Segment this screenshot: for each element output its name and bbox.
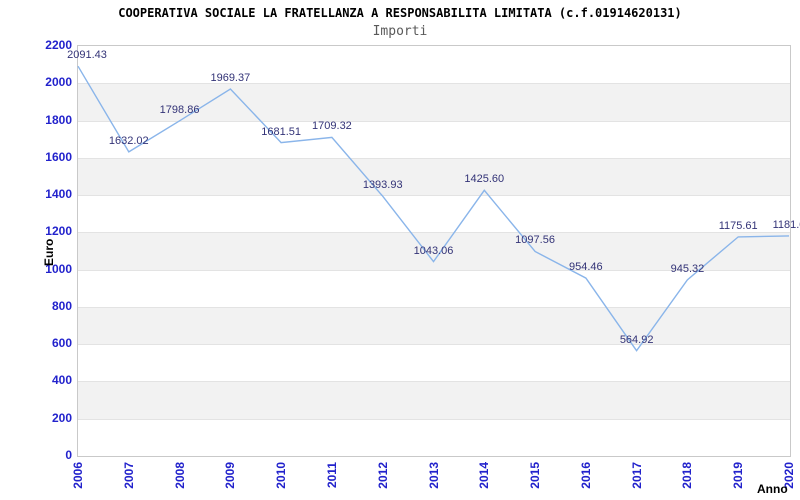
gridline [78, 307, 790, 308]
point-value-label: 1393.93 [362, 179, 403, 192]
gridline [78, 83, 790, 84]
point-value-label: 945.32 [670, 262, 705, 275]
x-tick-label: 2018 [680, 462, 695, 489]
plot-band [78, 381, 790, 419]
x-tick-label: 2007 [121, 462, 136, 489]
plot-area: 2091.43 1632.02 1798.86 1969.37 1681.51 1709.… [67, 45, 800, 457]
y-tick-label: 600 [51, 336, 72, 351]
gridline [78, 232, 790, 233]
x-tick-label: 2009 [223, 462, 238, 489]
gridline [78, 419, 790, 420]
series-line [77, 65, 790, 352]
point-value-label: 954.46 [569, 261, 603, 274]
line-chart-svg [77, 65, 790, 352]
y-tick-label: 1000 [45, 261, 72, 276]
point-value-label: 1097.56 [515, 234, 555, 247]
x-tick-label: 2012 [375, 462, 390, 489]
y-tick-label: 800 [51, 298, 72, 313]
point-value-label: 1043.06 [413, 244, 454, 257]
gridline [78, 195, 790, 196]
x-tick-label: 2008 [172, 462, 187, 489]
point-value-label: 1709.32 [312, 120, 352, 133]
chart-subtitle: Importi [372, 24, 428, 39]
gridline [78, 121, 790, 122]
x-tick-label: 2019 [731, 462, 746, 489]
x-tick-label: 2015 [528, 462, 543, 489]
y-tick-label: 0 [65, 448, 72, 462]
gridline [78, 381, 790, 382]
x-tick-label: 2016 [578, 462, 593, 489]
y-tick-label: 1600 [45, 149, 72, 164]
point-value-label: 1425.60 [464, 173, 505, 186]
gridline [78, 344, 790, 345]
y-tick-label: 1200 [45, 224, 72, 239]
y-tick-label: 400 [51, 373, 72, 388]
point-value-label: 1969.37 [210, 71, 251, 84]
x-tick-label: 2010 [274, 462, 289, 489]
x-axis-title: Anno [757, 482, 788, 496]
x-tick-label: 2011 [324, 462, 339, 489]
y-tick-label: 1400 [45, 187, 72, 202]
y-axis-title: Euro [42, 238, 56, 266]
point-value-label: 1175.61 [718, 219, 758, 232]
gridline [78, 270, 790, 271]
plot-band [78, 306, 790, 345]
point-value-label: 564.92 [619, 333, 654, 346]
y-tick-label: 2000 [45, 75, 72, 90]
point-value-label: 1632.02 [108, 134, 149, 147]
plot-band [78, 157, 790, 196]
point-value-label: 2091.43 [67, 49, 107, 62]
y-tick-label: 2200 [45, 38, 72, 52]
x-tick-label: 2013 [426, 462, 441, 489]
chart-title: COOPERATIVA SOCIALE LA FRATELLANZA A RES… [118, 6, 682, 20]
x-tick-label: 2017 [629, 462, 644, 489]
point-value-label: 1798.86 [159, 103, 200, 116]
y-tick-label: 1800 [45, 112, 72, 127]
point-value-label: 1181.0 [772, 218, 800, 231]
point-value-label: 1681.51 [261, 125, 302, 138]
x-tick-label: 2014 [477, 462, 492, 489]
gridline [78, 158, 790, 159]
plot-band [78, 83, 790, 121]
x-tick-label: 2006 [71, 462, 85, 489]
plot-band [78, 232, 790, 270]
y-tick-label: 200 [51, 410, 72, 425]
